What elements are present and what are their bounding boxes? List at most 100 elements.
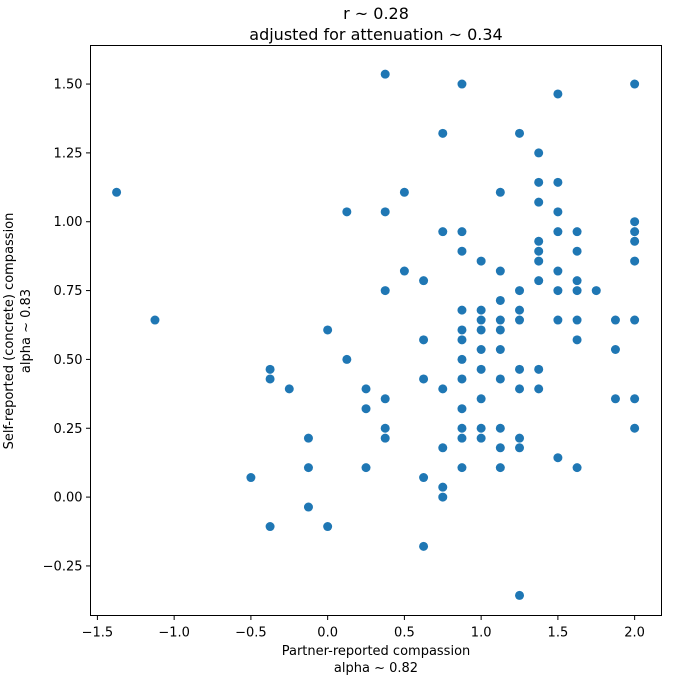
data-point xyxy=(534,256,544,266)
data-point xyxy=(534,246,544,256)
data-point xyxy=(457,463,467,473)
data-point xyxy=(515,315,525,325)
data-point xyxy=(342,354,352,364)
data-point xyxy=(630,315,640,325)
y-tick-label: 0.25 xyxy=(54,422,83,437)
data-point xyxy=(495,374,505,384)
y-axis-label-line-2: alpha ~ 0.83 xyxy=(19,289,34,373)
data-point xyxy=(361,463,371,473)
data-point xyxy=(553,286,563,296)
data-point xyxy=(553,89,563,99)
data-point xyxy=(495,187,505,197)
data-point xyxy=(630,394,640,404)
data-point xyxy=(534,177,544,187)
data-point xyxy=(438,128,448,138)
data-point xyxy=(495,295,505,305)
y-tick-label: 0.75 xyxy=(54,284,83,299)
data-point xyxy=(419,374,429,384)
data-point xyxy=(515,384,525,394)
x-axis-label-line-2: alpha ~ 0.82 xyxy=(334,661,418,676)
data-point xyxy=(419,276,429,286)
chart-title-line-1: r ~ 0.28 xyxy=(343,4,409,23)
x-tick-label: 1.0 xyxy=(471,626,492,641)
data-point xyxy=(553,227,563,237)
data-point xyxy=(572,335,582,345)
data-point xyxy=(361,404,371,414)
data-point xyxy=(303,433,313,443)
data-point xyxy=(380,207,390,217)
data-point xyxy=(630,236,640,246)
data-point xyxy=(476,325,486,335)
data-point xyxy=(610,345,620,354)
data-point xyxy=(515,128,525,138)
data-point xyxy=(457,227,467,237)
data-point xyxy=(457,305,467,315)
data-point xyxy=(515,433,525,443)
data-point xyxy=(534,384,544,394)
data-point xyxy=(476,345,486,354)
data-point xyxy=(630,227,640,237)
data-point xyxy=(438,492,448,502)
data-point xyxy=(553,315,563,325)
data-point xyxy=(361,384,371,394)
x-axis-label-line-1: Partner-reported compassion xyxy=(282,644,471,659)
data-point xyxy=(495,443,505,453)
data-point xyxy=(380,394,390,404)
data-point xyxy=(534,276,544,286)
data-point xyxy=(553,453,563,463)
data-point xyxy=(476,423,486,433)
data-point xyxy=(150,315,160,325)
data-point xyxy=(572,246,582,256)
data-point xyxy=(553,207,563,217)
data-point xyxy=(495,345,505,354)
data-point xyxy=(630,423,640,433)
x-tick-label: 0.0 xyxy=(317,626,338,641)
data-point xyxy=(572,227,582,237)
data-point xyxy=(399,187,409,197)
x-axis-ticks: −1.5 −1.0 −0.5 0.0 0.5 1.0 1.5 2.0 xyxy=(82,615,645,641)
data-point xyxy=(591,286,601,296)
data-point xyxy=(572,315,582,325)
data-point xyxy=(476,433,486,443)
data-point xyxy=(515,364,525,374)
data-point xyxy=(323,522,333,532)
data-point xyxy=(495,423,505,433)
data-point xyxy=(323,325,333,335)
data-point xyxy=(495,463,505,473)
x-tick-label: 0.5 xyxy=(394,626,415,641)
data-point xyxy=(572,463,582,473)
y-tick-label: 0.00 xyxy=(54,491,83,506)
data-point xyxy=(419,541,429,551)
x-tick-label: 2.0 xyxy=(624,626,645,641)
data-point xyxy=(515,590,525,600)
data-point xyxy=(419,473,429,483)
data-point xyxy=(553,177,563,187)
plot-frame xyxy=(90,45,662,616)
data-point xyxy=(399,266,409,276)
y-tick-label: 1.25 xyxy=(54,146,83,161)
data-point xyxy=(495,325,505,335)
data-point xyxy=(303,463,313,473)
data-point xyxy=(610,315,620,325)
data-point xyxy=(515,286,525,296)
data-point xyxy=(457,246,467,256)
data-point xyxy=(419,335,429,345)
data-point xyxy=(380,286,390,296)
data-point xyxy=(457,325,467,335)
data-point xyxy=(457,423,467,433)
y-tick-label: 1.50 xyxy=(54,78,83,93)
y-tick-label: 0.50 xyxy=(54,353,83,368)
data-point xyxy=(438,443,448,453)
data-point xyxy=(515,443,525,453)
data-point xyxy=(630,256,640,266)
data-point xyxy=(457,374,467,384)
data-point xyxy=(265,364,275,374)
data-point xyxy=(476,315,486,325)
data-points xyxy=(112,69,640,600)
data-point xyxy=(457,79,467,89)
data-point xyxy=(457,335,467,345)
data-point xyxy=(438,227,448,237)
x-tick-label: −1.0 xyxy=(158,626,190,641)
data-point xyxy=(476,256,486,266)
x-tick-label: −0.5 xyxy=(235,626,267,641)
